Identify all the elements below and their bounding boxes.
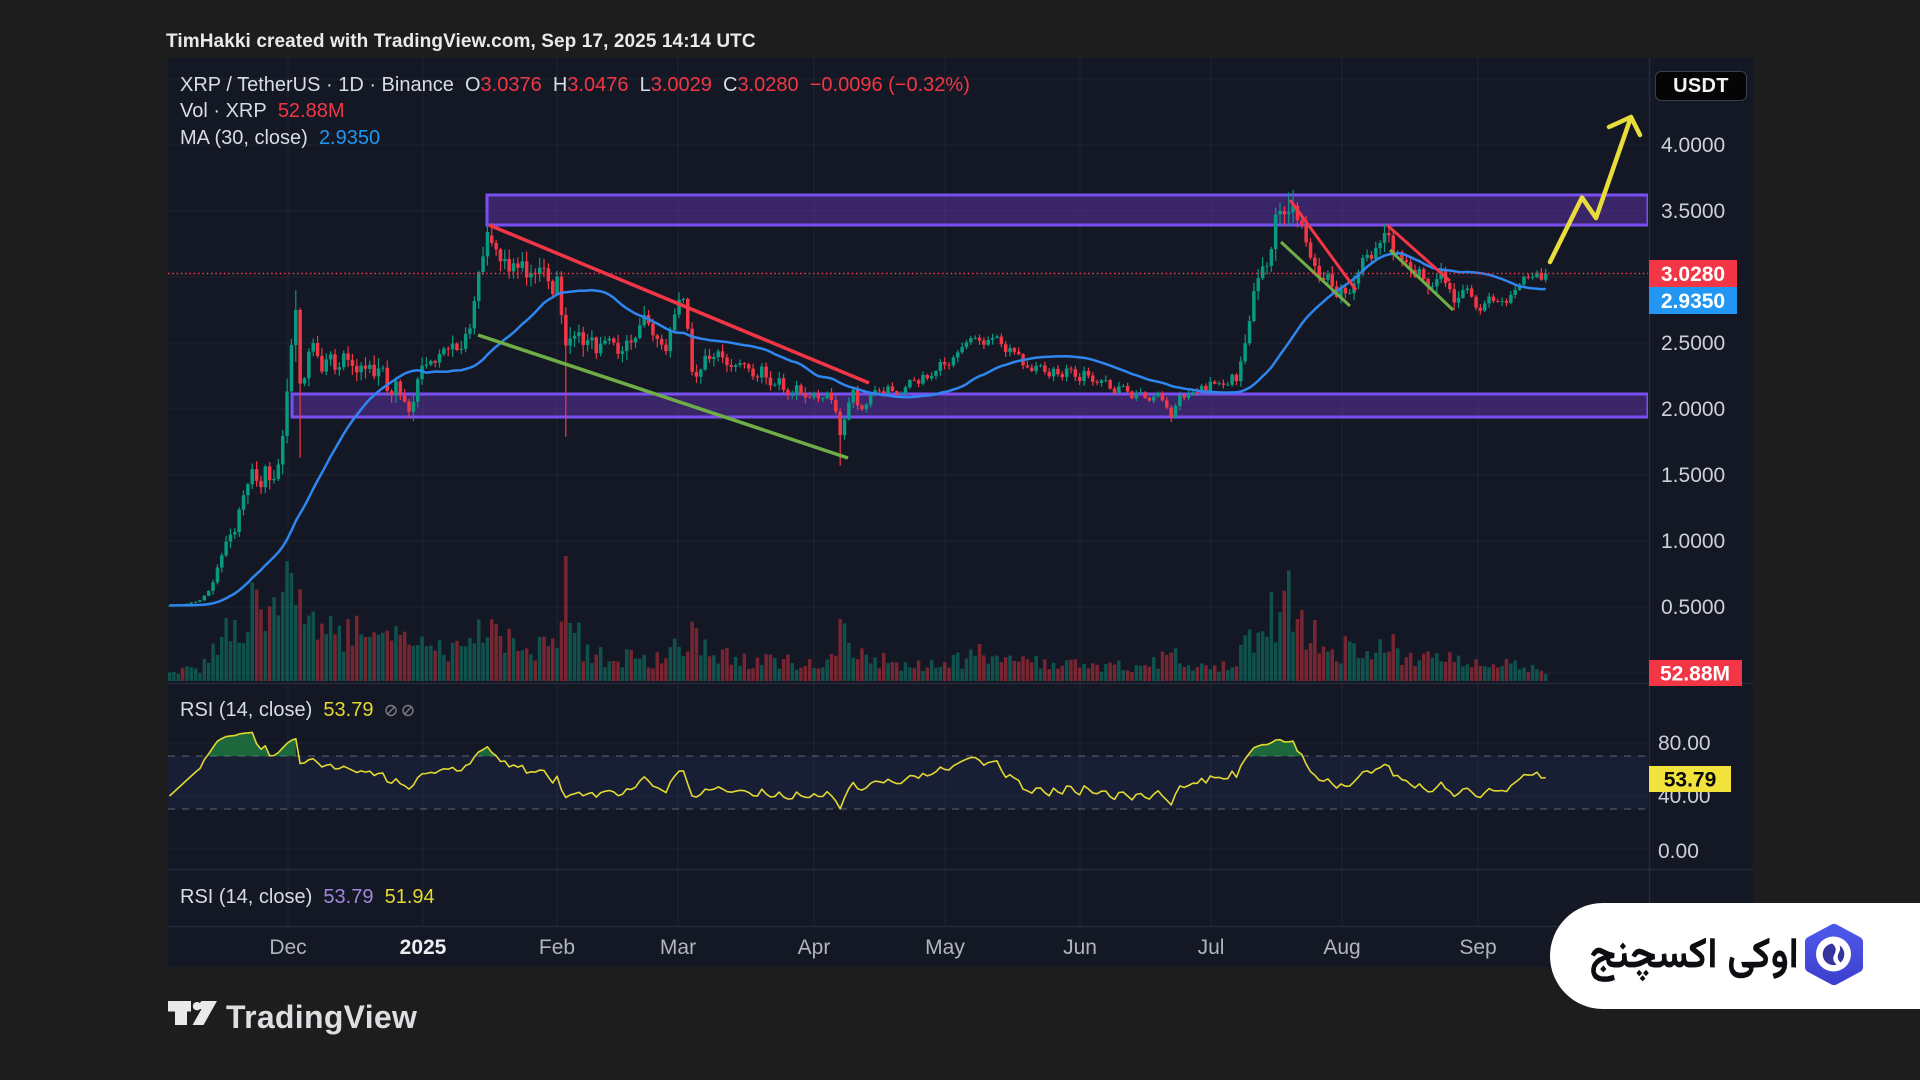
svg-text:80.00: 80.00	[1658, 732, 1711, 755]
svg-text:2.5000: 2.5000	[1661, 332, 1725, 355]
svg-text:Sep: Sep	[1459, 936, 1496, 959]
svg-text:May: May	[925, 936, 965, 959]
svg-text:1.5000: 1.5000	[1661, 464, 1725, 487]
svg-text:2.9350: 2.9350	[1661, 290, 1725, 313]
svg-text:Dec: Dec	[269, 936, 306, 959]
svg-text:53.79: 53.79	[1664, 769, 1717, 792]
svg-text:52.88M: 52.88M	[1660, 663, 1730, 686]
svg-text:Feb: Feb	[539, 936, 575, 959]
svg-text:Jun: Jun	[1063, 936, 1097, 959]
svg-text:4.0000: 4.0000	[1661, 134, 1725, 157]
svg-text:1.0000: 1.0000	[1661, 530, 1725, 553]
svg-text:0.5000: 0.5000	[1661, 596, 1725, 619]
svg-text:Aug: Aug	[1323, 936, 1360, 959]
svg-text:Apr: Apr	[798, 936, 831, 959]
svg-text:2025: 2025	[400, 936, 447, 959]
svg-text:3.5000: 3.5000	[1661, 200, 1725, 223]
svg-text:Jul: Jul	[1198, 936, 1225, 959]
svg-text:Mar: Mar	[660, 936, 696, 959]
svg-text:2.0000: 2.0000	[1661, 398, 1725, 421]
svg-text:3.0280: 3.0280	[1661, 263, 1725, 286]
svg-text:0.00: 0.00	[1658, 840, 1699, 863]
